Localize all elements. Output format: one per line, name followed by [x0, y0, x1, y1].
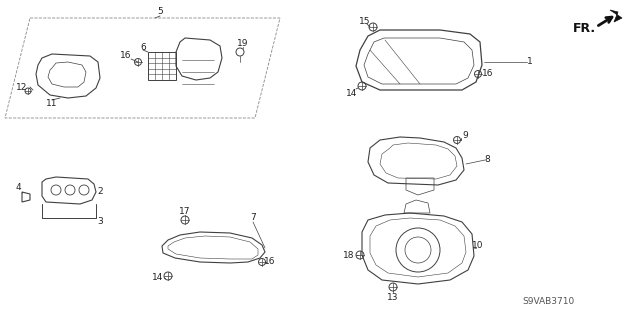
Text: 9: 9 [462, 131, 468, 140]
Text: 16: 16 [264, 257, 276, 266]
Text: 16: 16 [483, 70, 493, 78]
Text: 8: 8 [484, 155, 490, 165]
Text: 6: 6 [140, 42, 146, 51]
Text: S9VAB3710: S9VAB3710 [522, 298, 574, 307]
Text: 5: 5 [157, 8, 163, 17]
Text: 12: 12 [16, 83, 28, 92]
Polygon shape [610, 10, 622, 22]
Text: 7: 7 [250, 213, 256, 222]
Text: 15: 15 [359, 17, 371, 26]
Text: 14: 14 [346, 88, 358, 98]
Text: 10: 10 [472, 241, 484, 249]
Text: 11: 11 [46, 100, 58, 108]
Text: 13: 13 [387, 293, 399, 302]
Text: FR.: FR. [573, 22, 596, 35]
Text: 16: 16 [120, 51, 132, 61]
Text: 14: 14 [152, 273, 164, 283]
Text: 19: 19 [237, 40, 249, 48]
Text: 17: 17 [179, 207, 191, 217]
Text: 18: 18 [343, 250, 355, 259]
Text: 4: 4 [15, 183, 21, 192]
Text: 1: 1 [527, 57, 533, 66]
Text: 3: 3 [97, 218, 103, 226]
Text: 2: 2 [97, 188, 103, 197]
